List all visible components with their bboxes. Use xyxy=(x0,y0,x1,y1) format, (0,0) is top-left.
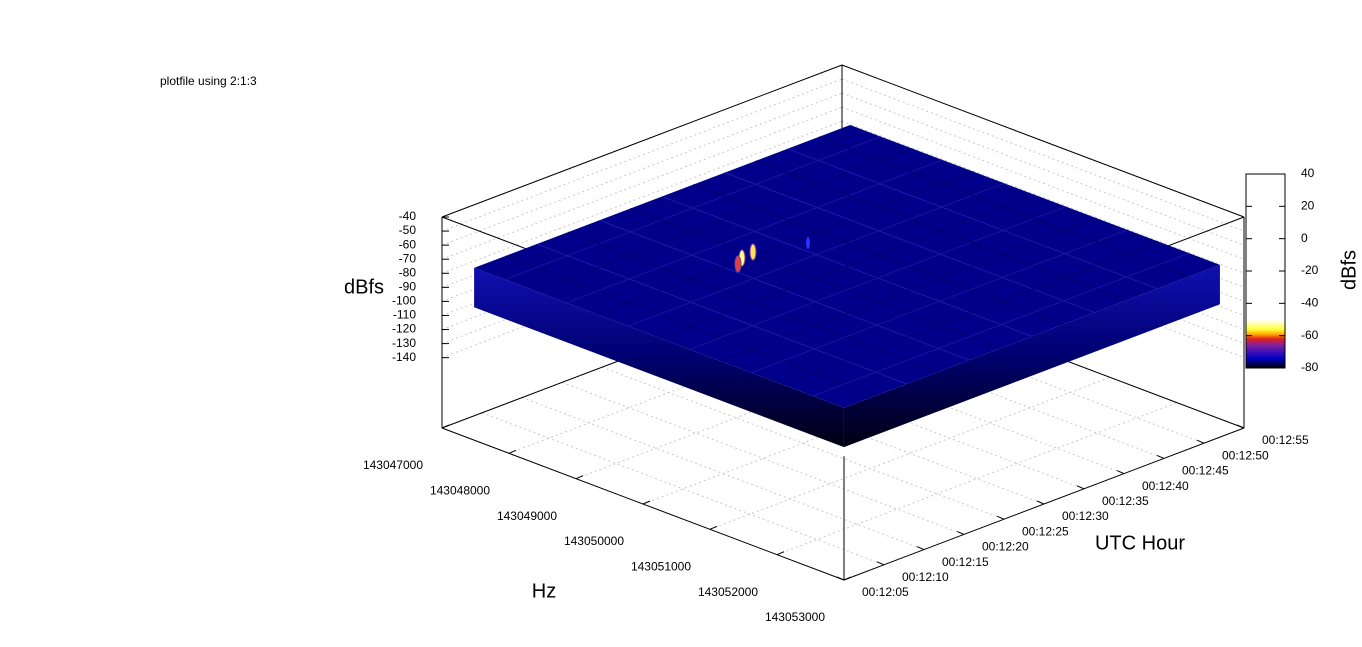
colorbar-tick-label: -60 xyxy=(1301,328,1319,342)
z-tick-label: -130 xyxy=(392,336,416,350)
y-axis-label: UTC Hour xyxy=(1095,532,1185,554)
y-tick xyxy=(1156,454,1165,459)
x-tick xyxy=(441,424,450,429)
surface-texture xyxy=(782,241,1159,385)
y-tick xyxy=(876,561,885,566)
colorbar-tick-label: -40 xyxy=(1301,296,1319,310)
x-tick-label: 143052000 xyxy=(698,585,758,599)
z-tick-label: -140 xyxy=(392,350,416,364)
x-tick-label: 143050000 xyxy=(564,534,624,548)
y-tick-label: 00:12:15 xyxy=(942,555,989,569)
y-tick xyxy=(1036,500,1045,505)
grid-line xyxy=(441,106,843,260)
x-tick-label: 143053000 xyxy=(765,610,825,624)
y-tick xyxy=(916,546,925,551)
z-axis-label: dBfs xyxy=(344,276,384,298)
grid-line xyxy=(841,92,1245,246)
grid-line xyxy=(841,78,1245,232)
x-tick-label: 143051000 xyxy=(631,560,691,574)
y-tick xyxy=(1236,424,1245,429)
key-label: plotfile using 2:1:3 xyxy=(160,74,257,88)
surface-peak xyxy=(806,237,810,249)
y-tick-label: 00:12:25 xyxy=(1022,524,1069,538)
surface-peak xyxy=(734,255,742,273)
x-axis-label: Hz xyxy=(532,580,556,602)
box-edge xyxy=(841,64,1245,218)
y-tick-label: 00:12:20 xyxy=(982,540,1029,554)
colorbar-tick-label: -20 xyxy=(1301,263,1319,277)
x-tick-label: 143049000 xyxy=(497,509,557,523)
grid-line xyxy=(841,120,1245,274)
colorbar xyxy=(1245,173,1286,369)
colorbar-tick-label: 0 xyxy=(1301,231,1308,245)
x-tick-label: 143047000 xyxy=(363,458,423,472)
z-tick-label: -90 xyxy=(399,280,417,294)
colorbar-label: dBfs xyxy=(1338,250,1360,290)
y-tick-label: 00:12:40 xyxy=(1142,479,1189,493)
surface-side xyxy=(843,264,1220,448)
x-tick xyxy=(709,525,718,530)
y-tick-label: 00:12:55 xyxy=(1262,433,1309,447)
grid-line xyxy=(561,381,965,535)
box-edge xyxy=(441,64,843,218)
z-tick-label: -100 xyxy=(392,294,416,308)
grid-line xyxy=(441,120,843,274)
colorbar-tick-label: -80 xyxy=(1301,360,1319,374)
y-tick xyxy=(836,576,845,581)
grid-line xyxy=(709,376,1111,530)
z-tick-label: -40 xyxy=(399,209,417,223)
z-tick-label: -110 xyxy=(393,308,416,322)
x-tick xyxy=(508,449,517,454)
x-tick xyxy=(642,500,651,505)
y-tick-label: 00:12:05 xyxy=(862,585,909,599)
y-tick xyxy=(956,530,965,535)
grid-line xyxy=(841,106,1245,260)
z-tick-label: -120 xyxy=(392,322,416,336)
grid-line xyxy=(521,397,925,551)
surface-texture xyxy=(812,252,1190,397)
colorbar-tick-label: 20 xyxy=(1301,199,1315,213)
surface-side xyxy=(474,267,844,448)
z-tick-label: -70 xyxy=(399,251,417,265)
surface-texture xyxy=(818,136,1189,278)
grid-line xyxy=(441,78,843,232)
y-tick-label: 00:12:10 xyxy=(902,570,949,584)
y-tick-label: 00:12:50 xyxy=(1222,448,1269,462)
z-tick-label: -50 xyxy=(399,223,417,237)
z-tick-label: -60 xyxy=(399,237,417,251)
x-tick xyxy=(776,551,785,556)
y-tick-label: 00:12:45 xyxy=(1182,464,1229,478)
y-tick-label: 00:12:30 xyxy=(1062,509,1109,523)
z-tick-label: -80 xyxy=(399,265,417,279)
grid-line xyxy=(481,412,885,566)
x-tick xyxy=(575,475,584,480)
y-tick xyxy=(1116,470,1125,475)
x-tick-label: 143048000 xyxy=(430,484,490,498)
y-tick xyxy=(996,515,1005,520)
grid-line xyxy=(441,92,843,246)
y-tick xyxy=(1076,485,1085,490)
grid-line xyxy=(601,366,1005,520)
x-tick xyxy=(843,576,852,581)
surface-peak xyxy=(749,243,757,261)
colorbar-tick-label: 40 xyxy=(1301,166,1315,180)
y-tick-label: 00:12:35 xyxy=(1102,494,1149,508)
y-tick xyxy=(1196,439,1205,444)
